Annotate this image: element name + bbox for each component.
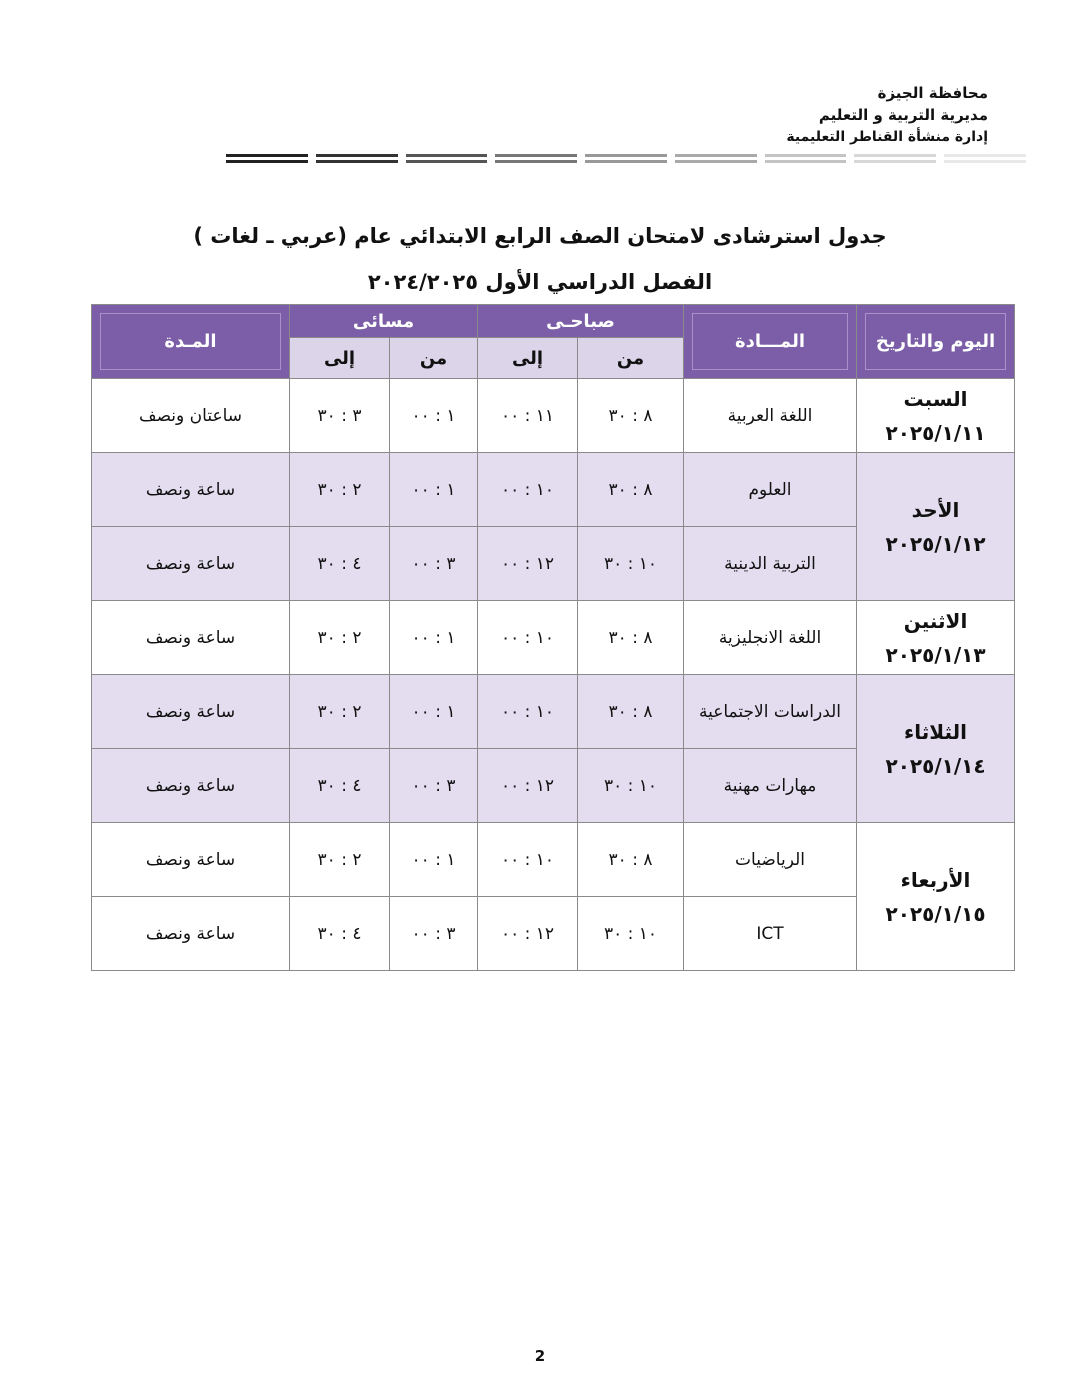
day-date-cell: السبت ٢٠٢٥/١/١١ bbox=[856, 378, 1016, 453]
exam-date: ٢٠٢٥/١/١٥ bbox=[885, 901, 986, 926]
header-evening: مسائى bbox=[288, 304, 479, 338]
header-evening-from: من bbox=[389, 337, 479, 379]
morning-from-cell: ٨ : ٣٠ bbox=[577, 822, 685, 897]
header-morning-to: إلى bbox=[477, 337, 579, 379]
table-row: الثلاثاء ٢٠٢٥/١/١٤ الدراسات الاجتماعية ٨ : … bbox=[91, 674, 1016, 823]
evening-to-cell: ٢ : ٣٠ bbox=[288, 674, 391, 749]
subject-cell: الدراسات الاجتماعية bbox=[683, 674, 858, 749]
morning-from-cell: ٨ : ٣٠ bbox=[577, 378, 685, 453]
table-row: الاثنين ٢٠٢٥/١/١٣ اللغة الانجليزية ٨ : ٣٠ ١٠… bbox=[91, 600, 1016, 675]
day-date-cell: الأحد ٢٠٢٥/١/١٢ bbox=[856, 452, 1016, 601]
subject-cell: اللغة العربية bbox=[683, 378, 858, 453]
exam-date: ٢٠٢٥/١/١٤ bbox=[885, 753, 986, 778]
duration-cell: ساعة ونصف bbox=[91, 748, 290, 823]
day-name: الثلاثاء bbox=[904, 719, 967, 744]
duration-cell: ساعتان ونصف bbox=[91, 378, 290, 453]
duration-cell: ساعة ونصف bbox=[91, 526, 290, 601]
page-number: 2 bbox=[534, 1347, 546, 1365]
morning-to-cell: ١٠ : ٠٠ bbox=[477, 674, 579, 749]
exam-date: ٢٠٢٥/١/١٢ bbox=[885, 531, 986, 556]
directorate: مديرية التربية و التعليم bbox=[818, 106, 988, 124]
table-row: السبت ٢٠٢٥/١/١١ اللغة العربية ٨ : ٣٠ ١١ : ٠٠… bbox=[91, 378, 1016, 453]
organization-header: محافظة الجيزة مديرية التربية و التعليم إ… bbox=[786, 82, 988, 148]
evening-to-cell: ٢ : ٣٠ bbox=[288, 600, 391, 675]
evening-from-cell: ٣ : ٠٠ bbox=[389, 526, 479, 601]
header-day-date: اليوم والتاريخ bbox=[856, 304, 1016, 379]
evening-from-cell: ١ : ٠٠ bbox=[389, 674, 479, 749]
subject-cell: مهارات مهنية bbox=[683, 748, 858, 823]
administration: إدارة منشأة القناطر التعليمية bbox=[786, 129, 988, 145]
evening-to-cell: ٢ : ٣٠ bbox=[288, 452, 391, 527]
governorate: محافظة الجيزة bbox=[877, 84, 988, 102]
morning-to-cell: ١١ : ٠٠ bbox=[477, 378, 579, 453]
evening-to-cell: ٤ : ٣٠ bbox=[288, 896, 391, 971]
evening-from-cell: ٣ : ٠٠ bbox=[389, 896, 479, 971]
header-divider bbox=[226, 154, 1027, 166]
document-title: جدول استرشادى لامتحان الصف الرابع الابتد… bbox=[193, 224, 887, 248]
evening-from-cell: ١ : ٠٠ bbox=[389, 378, 479, 453]
exam-date: ٢٠٢٥/١/١١ bbox=[885, 420, 986, 445]
header-duration: المـدة bbox=[91, 304, 290, 379]
day-date-cell: الأربعاء ٢٠٢٥/١/١٥ bbox=[856, 822, 1016, 971]
table-row: مهارات مهنية ١٠ : ٣٠ ١٢ : ٠٠ ٣ : ٠٠ ٤ : ٣٠ سا… bbox=[91, 748, 1015, 823]
duration-cell: ساعة ونصف bbox=[91, 896, 290, 971]
morning-from-cell: ٨ : ٣٠ bbox=[577, 674, 685, 749]
exam-schedule-table: اليوم والتاريخ المـــادة صباحـى مسائى ال… bbox=[91, 304, 1016, 971]
document-subtitle: الفصل الدراسي الأول ٢٠٢٤/٢٠٢٥ bbox=[367, 270, 713, 294]
day-name: السبت bbox=[903, 386, 968, 411]
evening-from-cell: ١ : ٠٠ bbox=[389, 452, 479, 527]
morning-to-cell: ١٢ : ٠٠ bbox=[477, 526, 579, 601]
duration-cell: ساعة ونصف bbox=[91, 822, 290, 897]
evening-to-cell: ٢ : ٣٠ bbox=[288, 822, 391, 897]
table-row: التربية الدينية ١٠ : ٣٠ ١٢ : ٠٠ ٣ : ٠٠ ٤ : ٣… bbox=[91, 526, 1015, 601]
morning-to-cell: ١٢ : ٠٠ bbox=[477, 896, 579, 971]
morning-to-cell: ١٠ : ٠٠ bbox=[477, 452, 579, 527]
header-morning: صباحـى bbox=[477, 304, 685, 338]
table-row: ICT ١٠ : ٣٠ ١٢ : ٠٠ ٣ : ٠٠ ٤ : ٣٠ ساعة ونصف bbox=[91, 896, 1015, 971]
morning-from-cell: ١٠ : ٣٠ bbox=[577, 896, 685, 971]
morning-from-cell: ١٠ : ٣٠ bbox=[577, 748, 685, 823]
morning-from-cell: ٨ : ٣٠ bbox=[577, 600, 685, 675]
table-row: الأربعاء ٢٠٢٥/١/١٥ الرياضيات ٨ : ٣٠ ١٠ : ٠٠ ١… bbox=[91, 822, 1016, 971]
evening-to-cell: ٣ : ٣٠ bbox=[288, 378, 391, 453]
header-evening-to: إلى bbox=[288, 337, 391, 379]
table-row: الأحد ٢٠٢٥/١/١٢ العلوم ٨ : ٣٠ ١٠ : ٠٠ ١ : ٠٠ ٢… bbox=[91, 452, 1016, 601]
subject-cell: الرياضيات bbox=[683, 822, 858, 897]
day-date-cell: الاثنين ٢٠٢٥/١/١٣ bbox=[856, 600, 1016, 675]
header-subject: المـــادة bbox=[683, 304, 858, 379]
evening-from-cell: ٣ : ٠٠ bbox=[389, 748, 479, 823]
morning-to-cell: ١٠ : ٠٠ bbox=[477, 600, 579, 675]
subject-cell: التربية الدينية bbox=[683, 526, 858, 601]
header-morning-from: من bbox=[577, 337, 685, 379]
evening-from-cell: ١ : ٠٠ bbox=[389, 600, 479, 675]
subject-cell: اللغة الانجليزية bbox=[683, 600, 858, 675]
subject-cell: العلوم bbox=[683, 452, 858, 527]
morning-from-cell: ١٠ : ٣٠ bbox=[577, 526, 685, 601]
evening-to-cell: ٤ : ٣٠ bbox=[288, 526, 391, 601]
day-date-cell: الثلاثاء ٢٠٢٥/١/١٤ bbox=[856, 674, 1016, 823]
day-name: الأحد bbox=[911, 497, 960, 522]
day-name: الاثنين bbox=[903, 608, 968, 633]
morning-to-cell: ١٠ : ٠٠ bbox=[477, 822, 579, 897]
evening-to-cell: ٤ : ٣٠ bbox=[288, 748, 391, 823]
duration-cell: ساعة ونصف bbox=[91, 600, 290, 675]
evening-from-cell: ١ : ٠٠ bbox=[389, 822, 479, 897]
morning-from-cell: ٨ : ٣٠ bbox=[577, 452, 685, 527]
day-name: الأربعاء bbox=[900, 867, 971, 892]
duration-cell: ساعة ونصف bbox=[91, 452, 290, 527]
subject-cell: ICT bbox=[683, 896, 858, 971]
duration-cell: ساعة ونصف bbox=[91, 674, 290, 749]
exam-date: ٢٠٢٥/١/١٣ bbox=[885, 642, 986, 667]
morning-to-cell: ١٢ : ٠٠ bbox=[477, 748, 579, 823]
